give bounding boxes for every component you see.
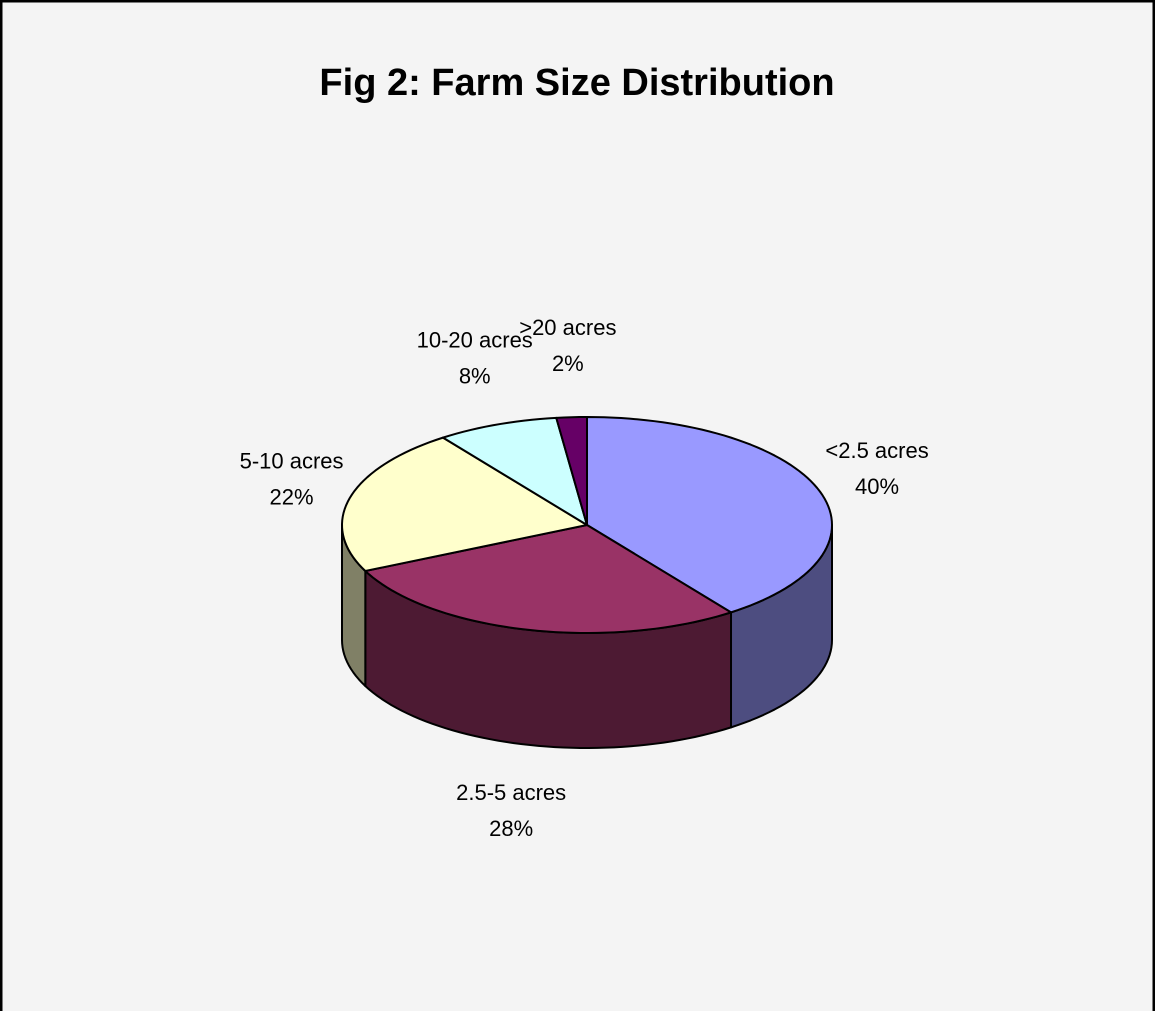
slice-value-label: 2%	[552, 351, 584, 376]
slice-label: <2.5 acres	[825, 438, 928, 463]
slice-label: 2.5-5 acres	[456, 780, 566, 805]
slice-label: 5-10 acres	[240, 449, 344, 474]
slice-value-label: 28%	[489, 816, 533, 841]
slice-value-label: 40%	[855, 474, 899, 499]
pie-slice	[441, 416, 588, 526]
pie-slice	[341, 436, 588, 572]
slice-value-label: 22%	[270, 485, 314, 510]
slice-label: 10-20 acres	[417, 327, 533, 352]
pie-slice	[364, 524, 733, 634]
pie-slice	[555, 416, 588, 526]
slice-value-label: 8%	[459, 363, 491, 388]
slice-label: >20 acres	[519, 315, 616, 340]
chart-title: Fig 2: Farm Size Distribution	[319, 62, 834, 104]
pie-slice	[586, 416, 833, 614]
